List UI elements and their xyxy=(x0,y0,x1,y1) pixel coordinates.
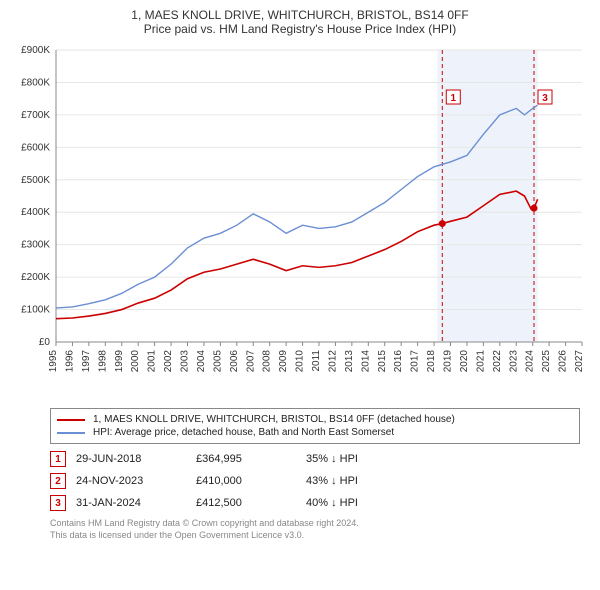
title-line-2: Price paid vs. HM Land Registry's House … xyxy=(10,22,590,36)
chart-container: 1, MAES KNOLL DRIVE, WHITCHURCH, BRISTOL… xyxy=(0,0,600,549)
svg-text:2024: 2024 xyxy=(525,350,536,373)
tx-delta: 35% ↓ HPI xyxy=(306,453,436,465)
tx-badge-2: 2 xyxy=(50,473,66,489)
svg-text:1: 1 xyxy=(451,93,457,104)
legend-label-0: 1, MAES KNOLL DRIVE, WHITCHURCH, BRISTOL… xyxy=(93,414,455,425)
svg-text:2026: 2026 xyxy=(558,350,569,373)
table-row: 1 29-JUN-2018 £364,995 35% ↓ HPI xyxy=(50,448,580,470)
svg-text:2004: 2004 xyxy=(196,350,207,373)
legend-row: 1, MAES KNOLL DRIVE, WHITCHURCH, BRISTOL… xyxy=(57,413,573,426)
chart-svg: £0 £100K £200K £300K £400K £500K £600K £700K £80… xyxy=(10,42,590,402)
tx-date: 24-NOV-2023 xyxy=(76,475,196,487)
svg-text:2021: 2021 xyxy=(475,350,486,373)
svg-text:2002: 2002 xyxy=(163,350,174,373)
svg-text:2005: 2005 xyxy=(212,350,223,373)
tx-date: 31-JAN-2024 xyxy=(76,497,196,509)
tx-badge-3: 3 xyxy=(50,495,66,511)
svg-text:£300K: £300K xyxy=(21,240,50,251)
svg-text:£500K: £500K xyxy=(21,175,50,186)
legend: 1, MAES KNOLL DRIVE, WHITCHURCH, BRISTOL… xyxy=(50,408,580,444)
svg-text:2001: 2001 xyxy=(147,350,158,373)
footer-line-2: This data is licensed under the Open Gov… xyxy=(50,530,580,542)
tx-delta: 40% ↓ HPI xyxy=(306,497,436,509)
svg-text:£600K: £600K xyxy=(21,142,50,153)
svg-text:2019: 2019 xyxy=(443,350,454,373)
svg-text:2017: 2017 xyxy=(410,350,421,373)
svg-text:2011: 2011 xyxy=(311,350,322,372)
chart: £0 £100K £200K £300K £400K £500K £600K £700K £80… xyxy=(10,42,590,402)
svg-text:1995: 1995 xyxy=(48,350,59,373)
svg-text:2013: 2013 xyxy=(344,350,355,373)
svg-text:£900K: £900K xyxy=(21,45,50,56)
svg-text:2018: 2018 xyxy=(426,350,437,373)
svg-text:£0: £0 xyxy=(39,337,51,348)
svg-text:2006: 2006 xyxy=(229,350,240,373)
legend-swatch-1 xyxy=(57,432,85,434)
svg-text:2020: 2020 xyxy=(459,350,470,373)
svg-text:2009: 2009 xyxy=(278,350,289,373)
svg-text:£700K: £700K xyxy=(21,110,50,121)
svg-text:1998: 1998 xyxy=(97,350,108,373)
transactions-table: 1 29-JUN-2018 £364,995 35% ↓ HPI 2 24-NO… xyxy=(50,448,580,514)
tx-price: £364,995 xyxy=(196,453,306,465)
tx-delta: 43% ↓ HPI xyxy=(306,475,436,487)
svg-text:2003: 2003 xyxy=(180,350,191,373)
svg-text:2008: 2008 xyxy=(262,350,273,373)
svg-text:1999: 1999 xyxy=(114,350,125,373)
footer-line-1: Contains HM Land Registry data © Crown c… xyxy=(50,518,580,530)
svg-text:2015: 2015 xyxy=(377,350,388,373)
legend-row: HPI: Average price, detached house, Bath… xyxy=(57,426,573,439)
table-row: 3 31-JAN-2024 £412,500 40% ↓ HPI xyxy=(50,492,580,514)
footer: Contains HM Land Registry data © Crown c… xyxy=(50,518,580,541)
svg-text:2012: 2012 xyxy=(327,350,338,373)
svg-text:£400K: £400K xyxy=(21,207,50,218)
svg-text:2027: 2027 xyxy=(574,350,585,373)
tx-price: £410,000 xyxy=(196,475,306,487)
svg-text:2000: 2000 xyxy=(130,350,141,373)
svg-text:3: 3 xyxy=(542,93,548,104)
svg-text:2010: 2010 xyxy=(295,350,306,373)
table-row: 2 24-NOV-2023 £410,000 43% ↓ HPI xyxy=(50,470,580,492)
legend-label-1: HPI: Average price, detached house, Bath… xyxy=(93,427,394,438)
svg-text:2023: 2023 xyxy=(508,350,519,373)
svg-text:2014: 2014 xyxy=(360,350,371,373)
svg-text:2016: 2016 xyxy=(393,350,404,373)
tx-price: £412,500 xyxy=(196,497,306,509)
svg-text:£200K: £200K xyxy=(21,272,50,283)
tx-date: 29-JUN-2018 xyxy=(76,453,196,465)
svg-text:2025: 2025 xyxy=(541,350,552,373)
tx-badge-1: 1 xyxy=(50,451,66,467)
svg-text:1996: 1996 xyxy=(64,350,75,373)
title-line-1: 1, MAES KNOLL DRIVE, WHITCHURCH, BRISTOL… xyxy=(10,8,590,22)
svg-text:£100K: £100K xyxy=(21,305,50,316)
legend-swatch-0 xyxy=(57,419,85,421)
svg-text:£800K: £800K xyxy=(21,77,50,88)
svg-text:1997: 1997 xyxy=(81,350,92,373)
svg-text:2007: 2007 xyxy=(245,350,256,373)
svg-text:2022: 2022 xyxy=(492,350,503,373)
